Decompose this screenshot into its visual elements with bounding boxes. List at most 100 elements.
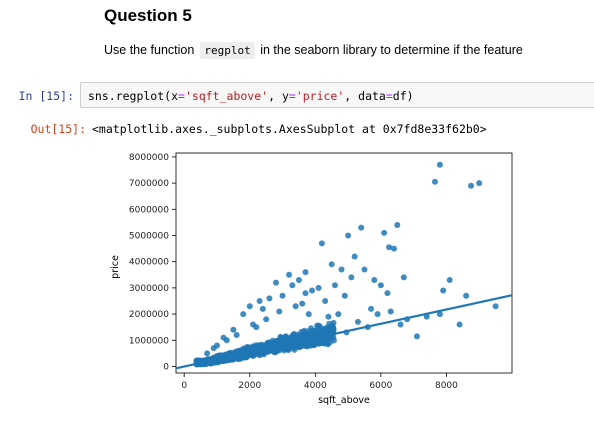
y-tick-label: 6000000 bbox=[129, 205, 169, 215]
scatter-point bbox=[272, 279, 279, 286]
scatter-point bbox=[390, 245, 397, 252]
y-tick-label: 4000000 bbox=[129, 258, 169, 268]
input-prompt: In [15]: bbox=[18, 89, 74, 103]
x-axis-label: sqft_above bbox=[318, 395, 370, 406]
scatter-point bbox=[253, 324, 260, 331]
code-arg-data-name: data bbox=[358, 89, 386, 103]
scatter-point bbox=[240, 311, 247, 318]
y-tick-label: 0 bbox=[163, 362, 169, 372]
code-arg-y-name: y bbox=[281, 89, 289, 103]
scatter-point bbox=[492, 303, 499, 310]
code-arg-x-value: 'sqft_above' bbox=[184, 89, 269, 103]
scatter-point bbox=[381, 229, 388, 236]
scatter-point bbox=[289, 343, 296, 350]
scatter-point bbox=[377, 282, 384, 289]
scatter-point bbox=[456, 321, 463, 328]
scatter-point bbox=[431, 178, 438, 185]
scatter-point bbox=[294, 335, 301, 342]
x-tick-label: 8000 bbox=[435, 381, 458, 391]
question-text-after: in the seaborn library to determine if t… bbox=[260, 43, 523, 57]
scatter-point bbox=[298, 328, 305, 335]
scatter-point bbox=[286, 271, 293, 278]
scatter-point bbox=[361, 266, 368, 273]
scatter-point bbox=[292, 303, 299, 310]
x-tick-label: 2000 bbox=[238, 381, 261, 391]
scatter-point bbox=[246, 303, 253, 310]
code-sep-2: , bbox=[344, 89, 359, 103]
scatter-point bbox=[446, 277, 453, 284]
scatter-point bbox=[314, 322, 321, 329]
scatter-point bbox=[468, 182, 475, 189]
scatter-point bbox=[295, 277, 302, 284]
y-axis-label: price bbox=[110, 255, 121, 279]
scatter-point bbox=[256, 297, 263, 304]
scatter-point bbox=[394, 222, 401, 229]
scatter-point bbox=[266, 339, 273, 346]
scatter-point bbox=[299, 300, 306, 307]
code-call: sns.regplot bbox=[88, 89, 165, 103]
scatter-point bbox=[230, 326, 237, 333]
scatter-point bbox=[223, 337, 230, 344]
y-tick-label: 5000000 bbox=[129, 232, 169, 242]
scatter-point bbox=[386, 244, 393, 251]
scatter-point bbox=[371, 277, 378, 284]
code-arg-data-value: df bbox=[392, 89, 407, 103]
scatter-point bbox=[276, 308, 283, 315]
scatter-point bbox=[354, 318, 361, 325]
scatter-point bbox=[277, 334, 284, 341]
scatter-point bbox=[282, 337, 289, 344]
code-input-cell[interactable]: sns.regplot(x='sqft_above', y='price', d… bbox=[80, 82, 594, 108]
question-text: Use the function regplot in the seaborn l… bbox=[104, 42, 523, 59]
scatter-point bbox=[305, 311, 312, 318]
scatter-point bbox=[233, 332, 240, 339]
scatter-point bbox=[329, 324, 336, 331]
scatter-point bbox=[368, 305, 375, 312]
scatter-point bbox=[397, 321, 404, 328]
scatter-point bbox=[463, 292, 470, 299]
scatter-point bbox=[335, 311, 342, 318]
scatter-point bbox=[204, 350, 211, 357]
code-line[interactable]: sns.regplot(x='sqft_above', y='price', d… bbox=[88, 89, 414, 103]
scatter-point bbox=[341, 292, 348, 299]
scatter-point bbox=[302, 290, 309, 297]
scatter-point bbox=[281, 345, 288, 352]
output-prompt: Out[15]: bbox=[30, 122, 86, 136]
scatter-point bbox=[476, 180, 483, 187]
scatter-point bbox=[289, 282, 296, 289]
scatter-point bbox=[440, 287, 447, 294]
scatter-point bbox=[384, 290, 391, 297]
scatter-point bbox=[325, 313, 332, 320]
scatter-point bbox=[259, 305, 266, 312]
scatter-point bbox=[266, 295, 273, 302]
scatter-point bbox=[279, 292, 286, 299]
scatter-point bbox=[322, 297, 329, 304]
scatter-point bbox=[263, 316, 270, 323]
scatter-point bbox=[328, 261, 335, 268]
x-tick-label: 4000 bbox=[304, 381, 327, 391]
x-axis-ticks: 0 2000 4000 6000 8000 bbox=[181, 373, 458, 391]
scatter-point bbox=[315, 284, 322, 291]
scatter-point bbox=[327, 338, 334, 345]
scatter-point bbox=[400, 274, 407, 281]
scatter-point bbox=[213, 342, 220, 349]
plot-frame bbox=[175, 152, 513, 374]
code-open-paren: ( bbox=[164, 89, 172, 103]
x-tick-label: 0 bbox=[181, 381, 187, 391]
scatter-point bbox=[345, 232, 352, 239]
code-arg-y-value: 'price' bbox=[295, 89, 345, 103]
scatter-point bbox=[302, 269, 309, 276]
scatter-point bbox=[318, 240, 325, 247]
y-axis-ticks: 0 1000000 2000000 3000000 4000000 5000000 6000… bbox=[129, 153, 176, 372]
code-eq-1: = bbox=[178, 89, 185, 103]
scatter-point bbox=[338, 266, 345, 273]
y-tick-label: 7000000 bbox=[129, 179, 169, 189]
regression-line bbox=[175, 294, 513, 370]
y-tick-label: 8000000 bbox=[129, 153, 169, 163]
scatter-point bbox=[298, 341, 305, 348]
scatter-point bbox=[351, 253, 358, 260]
y-tick-label: 3000000 bbox=[129, 284, 169, 294]
y-tick-label: 2000000 bbox=[129, 310, 169, 320]
output-text: <matplotlib.axes._subplots.AxesSubplot a… bbox=[92, 122, 487, 136]
scatter-point bbox=[244, 346, 251, 353]
